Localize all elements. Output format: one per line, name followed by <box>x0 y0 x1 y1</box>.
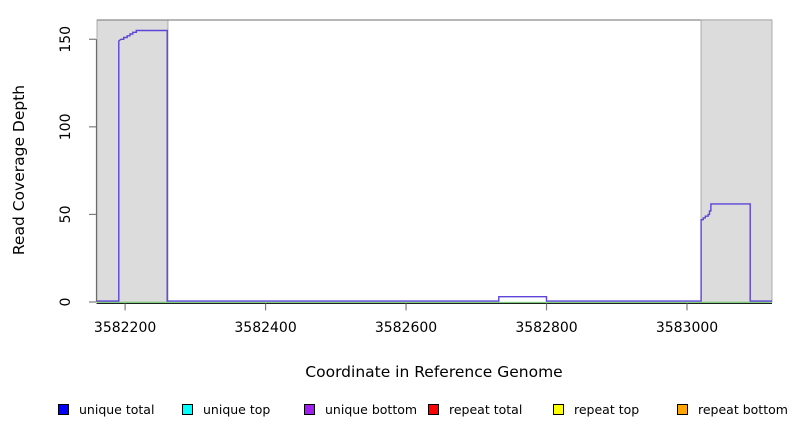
x-axis-title: Coordinate in Reference Genome <box>305 363 562 381</box>
legend-label: unique bottom <box>325 401 418 417</box>
right-shaded-region <box>700 19 773 303</box>
y-axis-title: Read Coverage Depth <box>10 85 28 255</box>
legend-label: unique total <box>79 401 155 417</box>
legend-label: repeat top <box>574 401 640 417</box>
legend-item-repeat-total: repeat total <box>428 398 522 420</box>
legend-item-repeat-bottom: repeat bottom <box>677 398 788 420</box>
legend: unique total unique top unique bottom repea… <box>0 398 792 420</box>
shaded-region-layer-under <box>96 19 169 303</box>
axes-layer <box>89 38 772 311</box>
legend-item-unique-bottom: unique bottom <box>304 398 417 420</box>
x-tick-label: 3582600 <box>375 320 437 336</box>
x-tick-label: 3582200 <box>94 320 156 336</box>
y-tick-label: 0 <box>58 298 74 307</box>
series-layer <box>97 29 772 304</box>
legend-item-unique-total: unique total <box>58 398 154 420</box>
legend-swatch-icon <box>677 403 688 415</box>
x-tick-label: 3583000 <box>656 320 718 336</box>
legend-swatch-icon <box>553 403 564 415</box>
y-tick-label: 50 <box>58 206 74 224</box>
legend-label: repeat bottom <box>698 401 788 417</box>
tick-label-layer: 3582200 3582400 3582600 3582800 3583000 0 50 10… <box>58 26 718 336</box>
x-tick-label: 3582800 <box>515 320 577 336</box>
left-shaded-region <box>96 19 169 303</box>
legend-swatch-icon <box>58 403 69 415</box>
legend-label: repeat total <box>449 401 523 417</box>
y-tick-label: 150 <box>58 26 74 53</box>
series-coverage-depth <box>97 29 772 302</box>
x-tick-label: 3582400 <box>234 320 296 336</box>
legend-item-repeat-top: repeat top <box>553 398 639 420</box>
legend-swatch-icon <box>428 403 439 415</box>
legend-swatch-icon <box>304 403 315 415</box>
shaded-region-layer-over <box>700 19 773 303</box>
y-tick-label: 100 <box>58 113 74 140</box>
legend-swatch-icon <box>182 403 193 415</box>
legend-item-unique-top: unique top <box>182 398 270 420</box>
legend-label: unique top <box>203 401 271 417</box>
